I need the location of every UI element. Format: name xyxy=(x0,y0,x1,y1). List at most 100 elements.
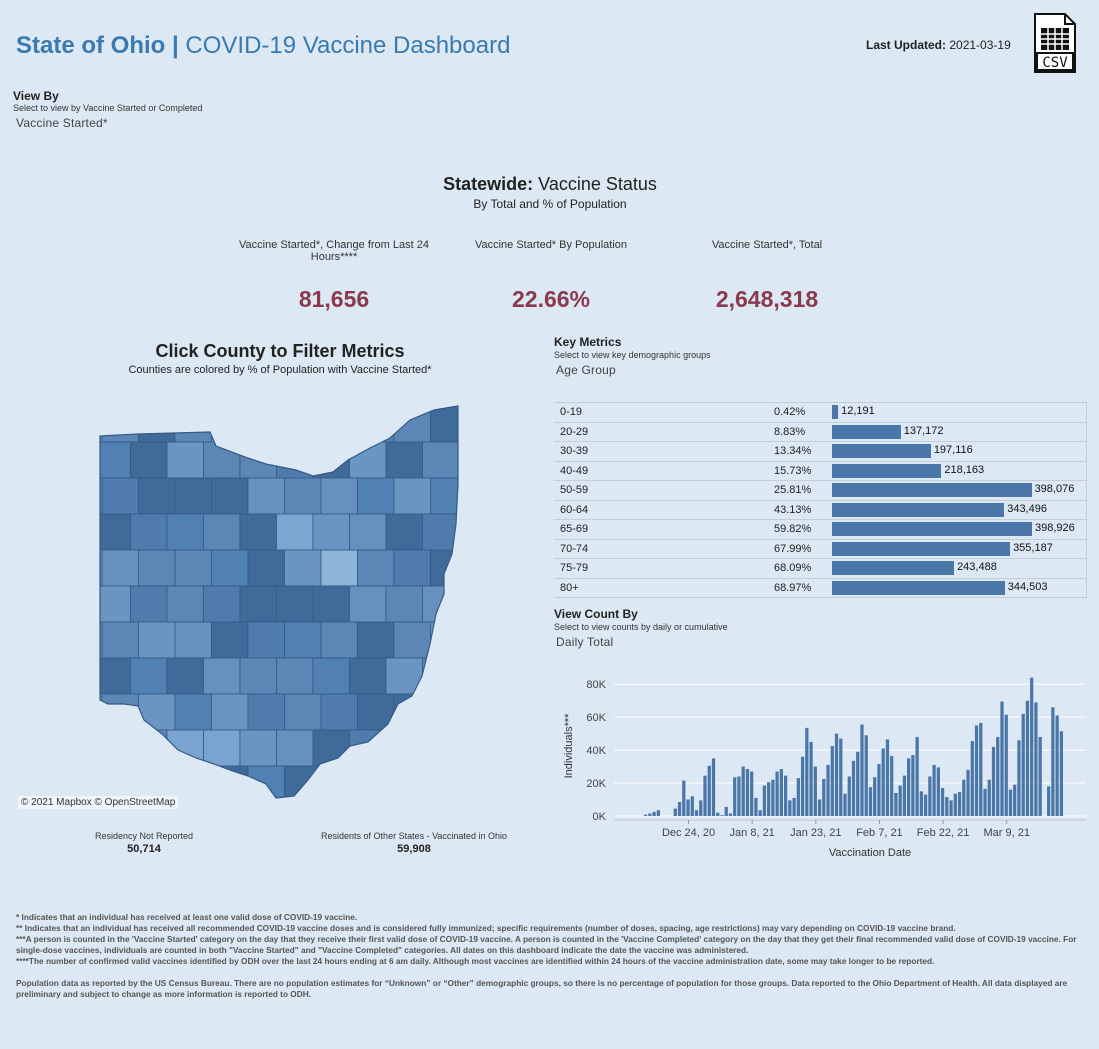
csv-download-icon[interactable]: CSV xyxy=(1034,13,1076,73)
county-region[interactable] xyxy=(239,657,277,695)
county-region[interactable] xyxy=(357,621,395,659)
county-region[interactable] xyxy=(284,693,322,731)
county-region[interactable] xyxy=(98,657,131,695)
county-region[interactable] xyxy=(101,621,139,659)
county-region[interactable] xyxy=(203,513,241,551)
county-region[interactable] xyxy=(393,406,431,443)
daily-count-bar[interactable] xyxy=(885,739,890,816)
age-group-bar[interactable] xyxy=(832,580,1005,595)
county-region[interactable] xyxy=(138,549,176,587)
county-region[interactable] xyxy=(98,513,131,551)
daily-count-bar[interactable] xyxy=(826,764,830,816)
county-region[interactable] xyxy=(211,549,249,587)
daily-count-bar[interactable] xyxy=(644,814,648,816)
county-region[interactable] xyxy=(422,585,460,623)
daily-count-bar[interactable] xyxy=(868,787,873,816)
age-group-bar[interactable] xyxy=(832,502,1005,517)
county-region[interactable] xyxy=(430,693,461,731)
county-region[interactable] xyxy=(385,585,423,623)
county-region[interactable] xyxy=(203,657,241,695)
daily-count-bar[interactable] xyxy=(911,755,915,816)
map-attribution[interactable]: © 2021 Mapbox © OpenStreetMap xyxy=(18,796,179,809)
age-group-bar[interactable] xyxy=(832,541,1011,556)
county-region[interactable] xyxy=(138,693,176,731)
daily-count-bar[interactable] xyxy=(779,769,783,816)
daily-count-bar[interactable] xyxy=(1047,786,1051,816)
age-group-bar[interactable] xyxy=(832,463,942,478)
county-region[interactable] xyxy=(239,441,277,479)
age-group-row[interactable]: 65-69 59.82% 398,926 xyxy=(554,519,1086,540)
view-count-select[interactable]: Daily Total xyxy=(556,635,614,649)
county-region[interactable] xyxy=(312,585,350,623)
county-region[interactable] xyxy=(284,621,322,659)
daily-count-bar[interactable] xyxy=(762,785,767,816)
daily-count-bar[interactable] xyxy=(974,725,979,816)
county-region[interactable] xyxy=(130,441,168,479)
county-region[interactable] xyxy=(239,729,277,767)
county-region[interactable] xyxy=(174,693,212,731)
age-group-row[interactable]: 30-39 13.34% 197,116 xyxy=(554,441,1086,462)
county-region[interactable] xyxy=(247,549,285,587)
daily-count-bar[interactable] xyxy=(919,791,923,816)
county-region[interactable] xyxy=(211,765,249,800)
view-by-select[interactable]: Vaccine Started* xyxy=(16,116,108,130)
county-region[interactable] xyxy=(98,441,131,479)
county-region[interactable] xyxy=(130,657,168,695)
county-region[interactable] xyxy=(357,406,395,443)
age-group-row[interactable]: 50-59 25.81% 398,076 xyxy=(554,480,1086,501)
county-region[interactable] xyxy=(430,406,461,443)
daily-count-bar[interactable] xyxy=(877,764,881,816)
ohio-county-map[interactable] xyxy=(98,404,460,800)
daily-count-bar[interactable] xyxy=(1004,714,1008,816)
daily-count-bar[interactable] xyxy=(754,797,758,816)
age-group-bar[interactable] xyxy=(832,561,955,575)
age-group-bar[interactable] xyxy=(832,444,931,458)
daily-count-bar[interactable] xyxy=(1034,702,1038,816)
daily-count-bar[interactable] xyxy=(915,736,919,816)
county-region[interactable] xyxy=(174,549,212,587)
daily-count-bar[interactable] xyxy=(771,779,775,816)
county-region[interactable] xyxy=(166,441,204,479)
county-region[interactable] xyxy=(276,585,314,623)
county-region[interactable] xyxy=(357,477,395,515)
daily-count-bar[interactable] xyxy=(724,806,728,816)
county-region[interactable] xyxy=(357,765,395,800)
daily-count-bar[interactable] xyxy=(1017,740,1021,816)
county-region[interactable] xyxy=(393,549,431,587)
daily-count-bar[interactable] xyxy=(873,777,877,816)
daily-count-bar[interactable] xyxy=(979,722,983,816)
county-region[interactable] xyxy=(312,513,350,551)
daily-count-bar[interactable] xyxy=(677,802,682,816)
county-region[interactable] xyxy=(130,513,168,551)
daily-count-bar[interactable] xyxy=(822,778,826,816)
daily-count-bar[interactable] xyxy=(1059,731,1063,816)
county-region[interactable] xyxy=(422,729,460,767)
county-region[interactable] xyxy=(357,693,395,731)
county-region[interactable] xyxy=(138,477,176,515)
county-region[interactable] xyxy=(349,585,387,623)
county-region[interactable] xyxy=(211,477,249,515)
daily-count-bar[interactable] xyxy=(907,758,911,816)
county-region[interactable] xyxy=(276,729,314,767)
county-region[interactable] xyxy=(138,765,176,800)
daily-count-bar[interactable] xyxy=(902,775,907,816)
age-group-row[interactable]: 60-64 43.13% 343,496 xyxy=(554,500,1086,520)
county-region[interactable] xyxy=(393,477,431,515)
daily-count-bar[interactable] xyxy=(983,788,987,816)
age-group-bar[interactable] xyxy=(832,424,901,439)
daily-count-bar[interactable] xyxy=(949,800,953,816)
key-metrics-select[interactable]: Age Group xyxy=(556,363,616,377)
daily-count-bar[interactable] xyxy=(758,810,762,816)
county-region[interactable] xyxy=(430,477,461,515)
daily-count-bar[interactable] xyxy=(690,796,694,816)
daily-count-bar[interactable] xyxy=(809,741,813,816)
daily-count-bar[interactable] xyxy=(1030,677,1034,816)
daily-count-bar[interactable] xyxy=(652,811,656,816)
daily-count-bar[interactable] xyxy=(957,792,962,816)
county-region[interactable] xyxy=(101,693,139,731)
daily-count-bar[interactable] xyxy=(720,815,724,816)
county-region[interactable] xyxy=(247,621,285,659)
daily-count-bar[interactable] xyxy=(775,771,779,816)
county-region[interactable] xyxy=(276,657,314,695)
county-region[interactable] xyxy=(101,549,139,587)
